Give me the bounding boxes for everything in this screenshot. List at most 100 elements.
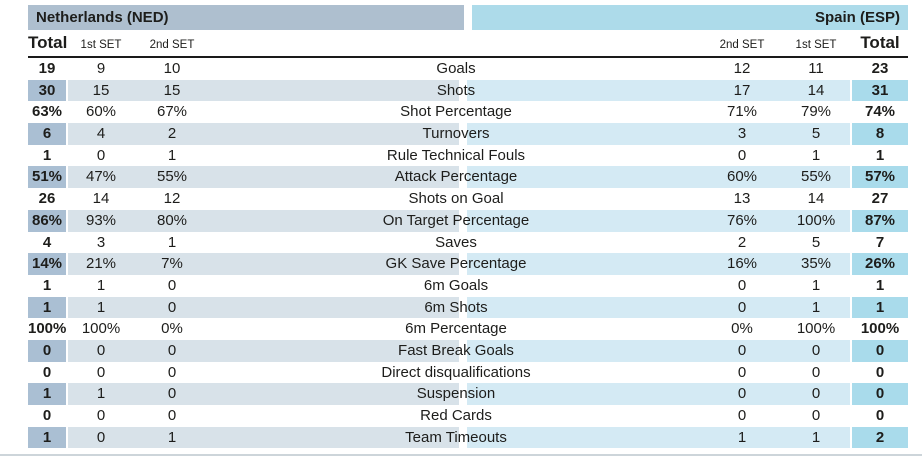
away-set2-value: 16%	[726, 255, 758, 273]
table-row: 19 9 10 Goals 12 11 23	[28, 58, 908, 80]
away-total-value: 57%	[864, 168, 896, 186]
table-row: 26 14 12 Shots on Goal 13 14 27	[28, 188, 908, 210]
home-total-value: 6	[42, 125, 52, 143]
home-set2-value: 12	[163, 190, 181, 208]
stat-label: 6m Goals	[423, 276, 489, 294]
stat-label: Suspension	[416, 385, 496, 403]
table-row: 1 0 1 Team Timeouts 1 1 2	[28, 426, 908, 449]
table-row: 0 0 0 Red Cards 0 0 0	[28, 405, 908, 427]
away-total-value: 23	[871, 60, 889, 77]
table-row: 86% 93% 80% On Target Percentage 76% 100…	[28, 209, 908, 232]
away-team-header: Spain (ESP)	[472, 5, 908, 30]
away-total-value: 0	[875, 407, 885, 424]
home-total-value: 1	[42, 385, 52, 403]
away-set1-value: 79%	[800, 103, 832, 121]
home-set1-value: 93%	[85, 211, 117, 229]
home-set2-value: 0	[167, 341, 177, 359]
home-set1-value: 60%	[85, 103, 117, 121]
away-set1-value: 100%	[796, 211, 836, 229]
away-set2-value: 1	[737, 428, 747, 446]
stat-label: Shot Percentage	[400, 103, 512, 121]
away-total-value: 0	[875, 363, 885, 381]
table-row: 14% 21% 7% GK Save Percentage 16% 35% 26…	[28, 253, 908, 275]
home-set1-value: 9	[96, 60, 106, 77]
home-set2-value: 1	[167, 146, 177, 164]
home-total-value: 100%	[28, 320, 67, 338]
stat-label: 6m Percentage	[405, 320, 507, 338]
home-set1-value: 1	[96, 276, 106, 294]
home-total-value: 30	[38, 81, 56, 99]
home-total-value: 1	[42, 428, 52, 446]
home-total-column-header: Total	[28, 33, 68, 52]
away-set2-value: 2	[737, 233, 747, 251]
table-row: 0 0 0 Fast Break Goals 0 0 0	[28, 339, 908, 362]
home-team-header: Netherlands (NED)	[28, 5, 464, 30]
away-total-value: 1	[875, 276, 885, 294]
home-set2-value: 0	[167, 363, 177, 381]
away-set2-value: 0	[737, 276, 747, 294]
home-set2-value: 1	[167, 428, 177, 446]
away-set1-value: 14	[807, 81, 825, 99]
away-set1-value: 1	[811, 276, 821, 294]
away-total-value: 0	[875, 385, 885, 403]
away-set2-value: 0	[737, 298, 747, 316]
away-set2-value: 0%	[731, 320, 753, 338]
home-total-value: 14%	[31, 255, 63, 273]
table-row: 1 1 0 6m Shots 0 1 1	[28, 296, 908, 319]
stat-label: Attack Percentage	[394, 168, 518, 186]
home-set2-value: 0	[167, 276, 177, 294]
home-total-value: 1	[42, 276, 52, 294]
away-set2-value: 0	[737, 363, 747, 381]
home-set2-value: 10	[163, 60, 181, 77]
away-total-value: 31	[871, 81, 889, 99]
home-set1-value: 1	[96, 298, 106, 316]
away-total-value: 27	[871, 190, 889, 208]
home-total-value: 1	[42, 146, 52, 164]
table-row: 63% 60% 67% Shot Percentage 71% 79% 74%	[28, 101, 908, 123]
away-set1-value: 11	[808, 60, 824, 77]
away-set1-value: 14	[807, 190, 825, 208]
home-total-value: 4	[42, 233, 52, 251]
stat-label: Red Cards	[420, 407, 492, 424]
table-row: 4 3 1 Saves 2 5 7	[28, 232, 908, 254]
away-total-value: 1	[875, 298, 885, 316]
home-set2-value: 0%	[161, 320, 183, 338]
home-total-value: 19	[38, 60, 56, 77]
stat-label: On Target Percentage	[382, 211, 530, 229]
match-statistics-table: Netherlands (NED) Spain (ESP) Total 1st …	[28, 5, 908, 449]
home-total-value: 0	[42, 363, 52, 381]
home-total-value: 86%	[31, 211, 63, 229]
home-total-value: 1	[42, 298, 52, 316]
away-set1-value: 5	[811, 233, 821, 251]
home-set1-value: 4	[96, 125, 106, 143]
home-set2-value: 0	[167, 298, 177, 316]
away-team-name: Spain (ESP)	[814, 9, 900, 26]
stat-label: Shots	[436, 81, 476, 99]
away-set1-value: 100%	[796, 320, 836, 338]
table-row: 30 15 15 Shots 17 14 31	[28, 79, 908, 102]
home-set2-value: 15	[163, 81, 181, 99]
table-row: 1 1 0 6m Goals 0 1 1	[28, 275, 908, 297]
away-total-value: 0	[875, 341, 885, 359]
stat-label: Saves	[435, 233, 477, 251]
stat-label: Turnovers	[422, 125, 490, 143]
team-header-bars: Netherlands (NED) Spain (ESP)	[28, 5, 908, 30]
away-set1-value: 1	[811, 298, 821, 316]
home-set1-value: 21%	[85, 255, 117, 273]
home-set2-value: 0	[167, 385, 177, 403]
away-set1-value: 0	[811, 363, 821, 381]
home-set1-value: 0	[96, 363, 106, 381]
stat-label: GK Save Percentage	[385, 255, 527, 273]
home-set2-value: 55%	[156, 168, 188, 186]
home-set1-column-header: 1st SET	[80, 39, 122, 51]
away-set1-value: 0	[811, 407, 821, 424]
away-set2-value: 0	[737, 407, 747, 424]
away-set1-value: 1	[811, 146, 821, 164]
stat-label: Team Timeouts	[405, 428, 507, 446]
away-set1-column-header: 1st SET	[795, 39, 837, 51]
away-total-value: 26%	[864, 255, 896, 273]
away-set2-value: 71%	[726, 103, 758, 121]
home-set1-value: 47%	[85, 168, 117, 186]
home-total-value: 0	[42, 407, 52, 424]
away-set2-value: 0	[737, 341, 747, 359]
